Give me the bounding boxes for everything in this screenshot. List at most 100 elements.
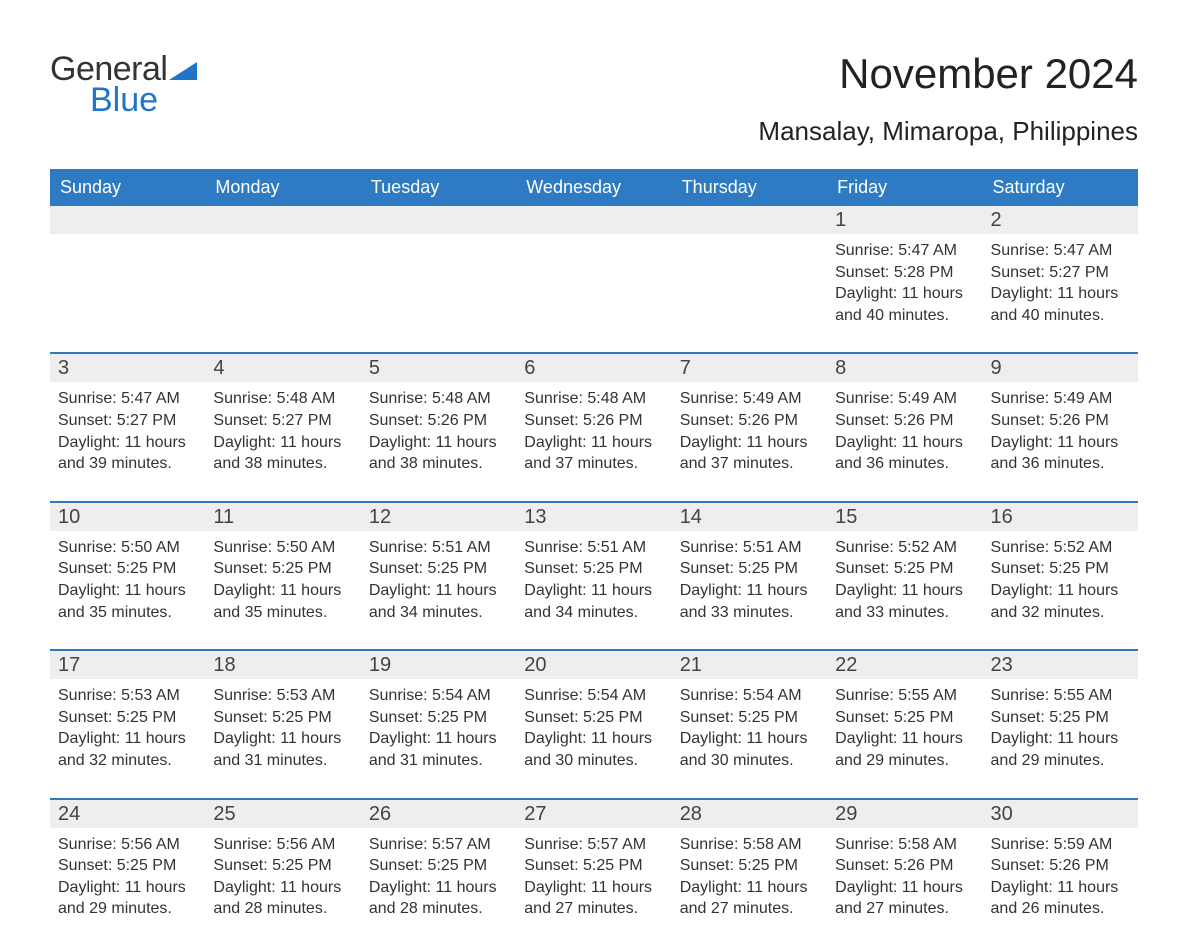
day-detail-cell: Sunrise: 5:59 AMSunset: 5:26 PMDaylight:… — [983, 828, 1138, 928]
daynum-row: 12 — [50, 206, 1138, 234]
day-detail-cell: Sunrise: 5:48 AMSunset: 5:27 PMDaylight:… — [205, 382, 360, 500]
daylight-text: Daylight: 11 hours and 38 minutes. — [213, 432, 352, 475]
daylight-text: Daylight: 11 hours and 30 minutes. — [680, 728, 819, 771]
day-detail-cell: Sunrise: 5:47 AMSunset: 5:27 PMDaylight:… — [983, 234, 1138, 352]
daynum-cell: 13 — [516, 503, 671, 531]
day-detail-cell: Sunrise: 5:50 AMSunset: 5:25 PMDaylight:… — [50, 531, 205, 649]
daynum-cell: 1 — [827, 206, 982, 234]
sunrise-text: Sunrise: 5:52 AM — [835, 537, 974, 559]
sunrise-text: Sunrise: 5:54 AM — [524, 685, 663, 707]
sunrise-text: Sunrise: 5:51 AM — [680, 537, 819, 559]
daynum-cell: 6 — [516, 354, 671, 382]
day-detail-cell: Sunrise: 5:54 AMSunset: 5:25 PMDaylight:… — [672, 679, 827, 797]
daynum-cell: 7 — [672, 354, 827, 382]
sunset-text: Sunset: 5:25 PM — [213, 558, 352, 580]
sunrise-text: Sunrise: 5:53 AM — [213, 685, 352, 707]
sunrise-text: Sunrise: 5:47 AM — [991, 240, 1130, 262]
day-detail-cell: Sunrise: 5:49 AMSunset: 5:26 PMDaylight:… — [983, 382, 1138, 500]
daylight-text: Daylight: 11 hours and 28 minutes. — [213, 877, 352, 920]
daylight-text: Daylight: 11 hours and 40 minutes. — [991, 283, 1130, 326]
daynum-cell: 18 — [205, 651, 360, 679]
daynum-cell: 16 — [983, 503, 1138, 531]
daynum-cell: 2 — [983, 206, 1138, 234]
daynum-cell: 21 — [672, 651, 827, 679]
daynum-cell: 12 — [361, 503, 516, 531]
day-detail-cell: Sunrise: 5:55 AMSunset: 5:25 PMDaylight:… — [983, 679, 1138, 797]
day-detail-cell: Sunrise: 5:48 AMSunset: 5:26 PMDaylight:… — [516, 382, 671, 500]
daylight-text: Daylight: 11 hours and 35 minutes. — [213, 580, 352, 623]
daynum-row: 3456789 — [50, 354, 1138, 382]
sunset-text: Sunset: 5:26 PM — [369, 410, 508, 432]
daynum-row: 17181920212223 — [50, 651, 1138, 679]
day-detail-cell: Sunrise: 5:57 AMSunset: 5:25 PMDaylight:… — [361, 828, 516, 928]
daylight-text: Daylight: 11 hours and 33 minutes. — [680, 580, 819, 623]
day-detail-cell: Sunrise: 5:47 AMSunset: 5:28 PMDaylight:… — [827, 234, 982, 352]
daylight-text: Daylight: 11 hours and 32 minutes. — [58, 728, 197, 771]
sunset-text: Sunset: 5:25 PM — [835, 707, 974, 729]
sunset-text: Sunset: 5:27 PM — [58, 410, 197, 432]
daynum-cell: 20 — [516, 651, 671, 679]
logo-text-blue: Blue — [90, 81, 197, 120]
detail-row: Sunrise: 5:50 AMSunset: 5:25 PMDaylight:… — [50, 531, 1138, 649]
sunrise-text: Sunrise: 5:48 AM — [213, 388, 352, 410]
month-title: November 2024 — [758, 50, 1138, 98]
sunset-text: Sunset: 5:27 PM — [991, 262, 1130, 284]
sunrise-text: Sunrise: 5:52 AM — [991, 537, 1130, 559]
sunrise-text: Sunrise: 5:47 AM — [58, 388, 197, 410]
day-detail-cell: Sunrise: 5:52 AMSunset: 5:25 PMDaylight:… — [983, 531, 1138, 649]
daylight-text: Daylight: 11 hours and 33 minutes. — [835, 580, 974, 623]
detail-row: Sunrise: 5:53 AMSunset: 5:25 PMDaylight:… — [50, 679, 1138, 797]
daynum-cell: 27 — [516, 800, 671, 828]
dayname-cell: Sunday — [50, 169, 205, 206]
day-detail-cell — [50, 234, 205, 352]
daynum-cell: 22 — [827, 651, 982, 679]
day-detail-cell: Sunrise: 5:57 AMSunset: 5:25 PMDaylight:… — [516, 828, 671, 928]
detail-row: Sunrise: 5:47 AMSunset: 5:27 PMDaylight:… — [50, 382, 1138, 500]
logo: General Blue — [50, 50, 197, 120]
dayname-cell: Monday — [205, 169, 360, 206]
daynum-cell: 8 — [827, 354, 982, 382]
daynum-cell: 17 — [50, 651, 205, 679]
dayname-cell: Thursday — [672, 169, 827, 206]
daylight-text: Daylight: 11 hours and 27 minutes. — [835, 877, 974, 920]
sunrise-text: Sunrise: 5:50 AM — [58, 537, 197, 559]
dayname-cell: Tuesday — [361, 169, 516, 206]
daynum-cell: 15 — [827, 503, 982, 531]
sunset-text: Sunset: 5:25 PM — [524, 707, 663, 729]
daylight-text: Daylight: 11 hours and 31 minutes. — [369, 728, 508, 771]
sunrise-text: Sunrise: 5:50 AM — [213, 537, 352, 559]
daylight-text: Daylight: 11 hours and 28 minutes. — [369, 877, 508, 920]
daynum-cell: 28 — [672, 800, 827, 828]
sunset-text: Sunset: 5:25 PM — [524, 855, 663, 877]
day-detail-cell: Sunrise: 5:49 AMSunset: 5:26 PMDaylight:… — [672, 382, 827, 500]
day-detail-cell: Sunrise: 5:49 AMSunset: 5:26 PMDaylight:… — [827, 382, 982, 500]
header: General Blue November 2024 Mansalay, Mim… — [50, 50, 1138, 147]
calendar-table: SundayMondayTuesdayWednesdayThursdayFrid… — [50, 169, 1138, 928]
sunset-text: Sunset: 5:26 PM — [991, 410, 1130, 432]
day-detail-cell: Sunrise: 5:54 AMSunset: 5:25 PMDaylight:… — [361, 679, 516, 797]
day-detail-cell: Sunrise: 5:51 AMSunset: 5:25 PMDaylight:… — [361, 531, 516, 649]
sunrise-text: Sunrise: 5:51 AM — [369, 537, 508, 559]
sunrise-text: Sunrise: 5:58 AM — [680, 834, 819, 856]
sunrise-text: Sunrise: 5:47 AM — [835, 240, 974, 262]
daylight-text: Daylight: 11 hours and 26 minutes. — [991, 877, 1130, 920]
day-detail-cell: Sunrise: 5:50 AMSunset: 5:25 PMDaylight:… — [205, 531, 360, 649]
day-detail-cell: Sunrise: 5:56 AMSunset: 5:25 PMDaylight:… — [205, 828, 360, 928]
daynum-cell: 4 — [205, 354, 360, 382]
daylight-text: Daylight: 11 hours and 36 minutes. — [835, 432, 974, 475]
daynum-cell: 5 — [361, 354, 516, 382]
daynum-cell — [205, 206, 360, 234]
sunset-text: Sunset: 5:25 PM — [369, 558, 508, 580]
daylight-text: Daylight: 11 hours and 27 minutes. — [524, 877, 663, 920]
daylight-text: Daylight: 11 hours and 29 minutes. — [835, 728, 974, 771]
daynum-cell — [50, 206, 205, 234]
sunset-text: Sunset: 5:25 PM — [213, 855, 352, 877]
sunset-text: Sunset: 5:25 PM — [369, 707, 508, 729]
daynum-cell: 26 — [361, 800, 516, 828]
sunset-text: Sunset: 5:27 PM — [213, 410, 352, 432]
day-detail-cell: Sunrise: 5:51 AMSunset: 5:25 PMDaylight:… — [672, 531, 827, 649]
day-detail-cell: Sunrise: 5:53 AMSunset: 5:25 PMDaylight:… — [205, 679, 360, 797]
day-detail-cell: Sunrise: 5:53 AMSunset: 5:25 PMDaylight:… — [50, 679, 205, 797]
sunrise-text: Sunrise: 5:49 AM — [835, 388, 974, 410]
dayname-row: SundayMondayTuesdayWednesdayThursdayFrid… — [50, 169, 1138, 206]
